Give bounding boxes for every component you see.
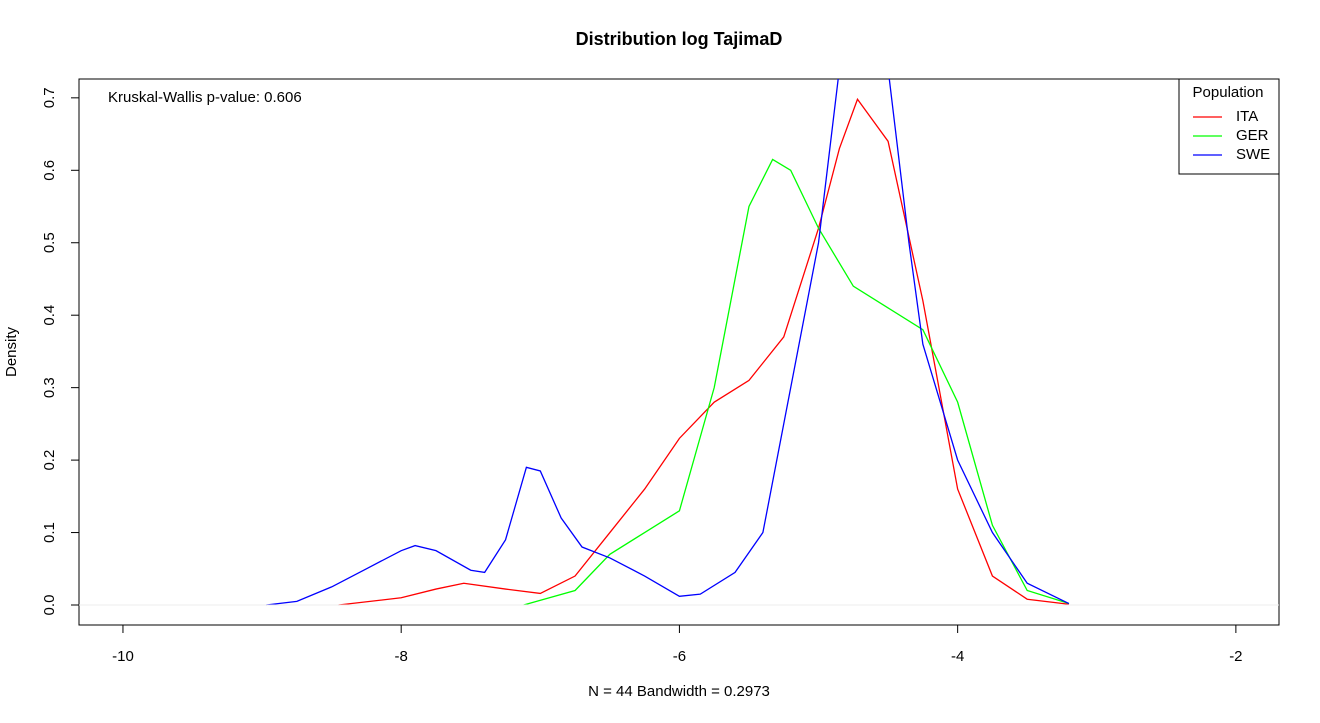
legend-box xyxy=(1178,78,1280,175)
x-tick-label: -8 xyxy=(395,648,408,665)
legend-label: ITA xyxy=(1236,108,1258,125)
y-tick-label: 0.2 xyxy=(41,450,58,471)
y-tick-label: 0.4 xyxy=(41,305,58,326)
density-line xyxy=(338,97,1070,606)
legend-title: Population xyxy=(1193,84,1264,101)
density-line xyxy=(266,79,1070,606)
y-tick-label: 0.1 xyxy=(41,522,58,543)
y-tick-label: 0.7 xyxy=(41,87,58,108)
legend-label: GER xyxy=(1236,127,1269,144)
annotation: Kruskal-Wallis p-value: 0.606 xyxy=(108,89,302,106)
x-tick-label: -4 xyxy=(951,648,964,665)
y-axis-label: Density xyxy=(3,326,20,377)
x-tick-label: -6 xyxy=(673,648,686,665)
y-tick-label: 0.3 xyxy=(41,377,58,398)
y-tick-label: 0.6 xyxy=(41,160,58,181)
x-axis-label: N = 44 Bandwidth = 0.2973 xyxy=(588,683,770,700)
x-tick-label: -10 xyxy=(112,648,134,665)
y-tick-label: 0.0 xyxy=(41,595,58,616)
x-tick-label: -2 xyxy=(1229,648,1242,665)
chart-title: Distribution log TajimaD xyxy=(576,29,783,49)
density-line xyxy=(523,158,1070,606)
plot-area xyxy=(266,79,1070,606)
y-tick-label: 0.5 xyxy=(41,232,58,253)
legend-label: SWE xyxy=(1236,146,1270,163)
